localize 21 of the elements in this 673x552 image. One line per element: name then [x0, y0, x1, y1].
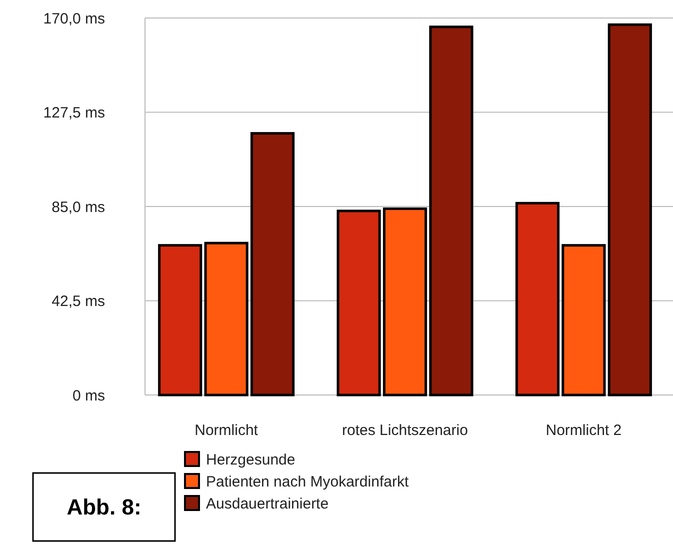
x-tick-label: Normlicht: [194, 422, 259, 439]
y-tick-label: 0 ms: [72, 387, 105, 404]
bar: [250, 132, 295, 396]
bar: [204, 242, 248, 396]
y-tick-label: 127,5 ms: [43, 104, 105, 122]
y-tick-label: 42,5 ms: [52, 293, 105, 310]
y-tick-label: 85,0 ms: [52, 198, 105, 216]
bar: [158, 244, 202, 396]
x-tick-label: rotes Lichtszenario: [342, 422, 468, 439]
bar: [382, 207, 428, 396]
bar: [336, 210, 381, 396]
legend-label: Patienten nach Myokardinfarkt: [206, 473, 410, 490]
bar: [515, 202, 560, 396]
bar: [429, 26, 474, 396]
bar: [562, 244, 606, 396]
y-tick-label: 170,0 ms: [43, 10, 105, 28]
x-tick-label: Normlicht 2: [546, 422, 622, 439]
legend-label: Ausdauertrainierte: [206, 495, 329, 512]
caption: Abb. 8:: [66, 494, 142, 520]
legend-label: Herzgesunde: [206, 451, 296, 468]
bar: [608, 23, 652, 396]
